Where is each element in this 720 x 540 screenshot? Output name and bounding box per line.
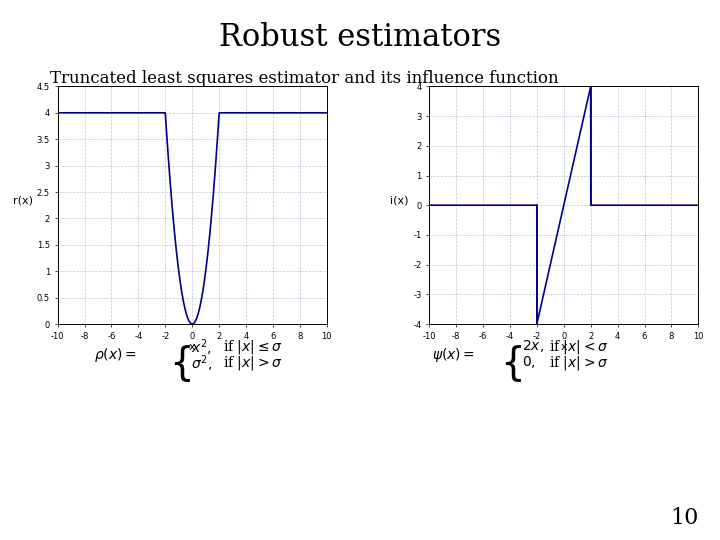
X-axis label: x: x: [560, 342, 567, 352]
Text: $\{$: $\{$: [169, 343, 191, 384]
Y-axis label: r(x): r(x): [13, 195, 33, 205]
Text: $0,$: $0,$: [522, 354, 536, 370]
Text: if $|x| > \sigma$: if $|x| > \sigma$: [549, 354, 609, 372]
Text: $2x,$: $2x,$: [522, 338, 544, 354]
Text: if $|x| > \sigma$: if $|x| > \sigma$: [223, 354, 283, 372]
Text: $\sigma^2,$: $\sigma^2,$: [191, 354, 212, 374]
Y-axis label: i(x): i(x): [390, 195, 408, 205]
Text: $\psi(x) =$: $\psi(x) =$: [432, 346, 475, 363]
Text: $x^2,$: $x^2,$: [191, 338, 212, 358]
X-axis label: x: x: [189, 342, 196, 352]
Text: $\rho(x) =$: $\rho(x) =$: [94, 346, 136, 363]
Text: 10: 10: [670, 507, 698, 529]
Text: if $|x| \leq \sigma$: if $|x| \leq \sigma$: [223, 338, 283, 355]
Text: Robust estimators: Robust estimators: [219, 22, 501, 52]
Text: Truncated least squares estimator and its influence function: Truncated least squares estimator and it…: [50, 70, 559, 87]
Text: $\{$: $\{$: [500, 343, 522, 384]
Text: if $|x| < \sigma$: if $|x| < \sigma$: [549, 338, 609, 355]
